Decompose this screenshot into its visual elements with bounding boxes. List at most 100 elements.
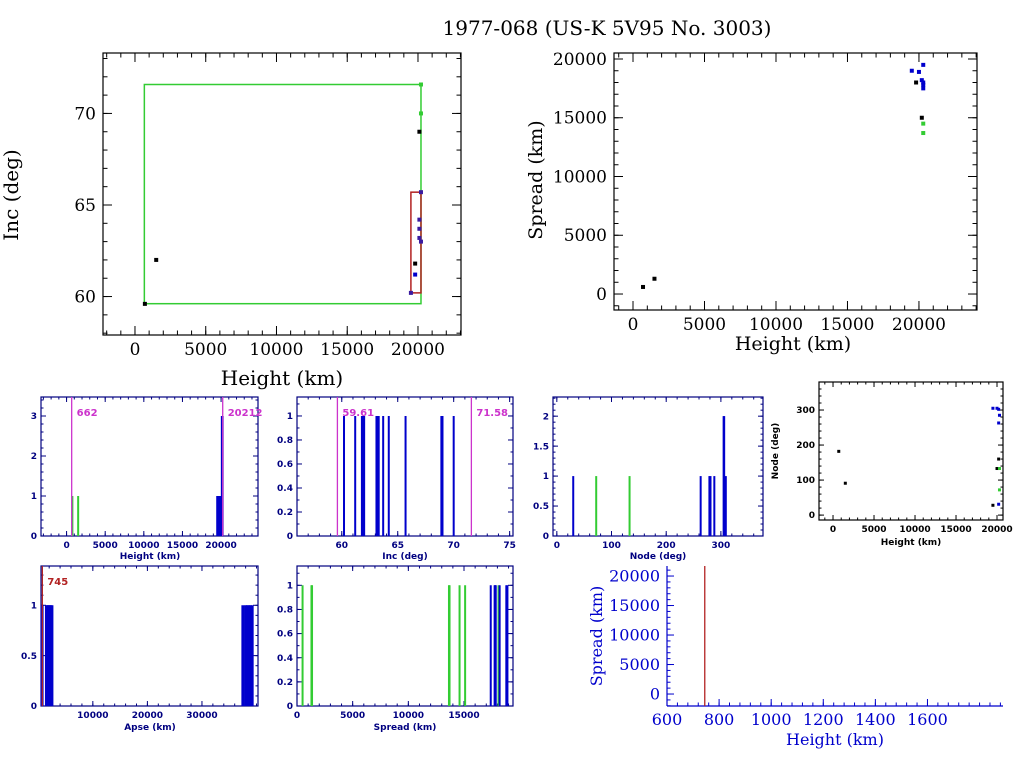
data-point bbox=[997, 407, 1001, 411]
x-tick-label: 600 bbox=[652, 710, 683, 729]
y-tick-label: 5000 bbox=[564, 226, 607, 246]
x-axis-label: Spread (km) bbox=[374, 723, 437, 733]
y-tick-label: 1 bbox=[287, 581, 293, 591]
x-axis-label: Height (km) bbox=[120, 552, 181, 562]
y-tick-label: 1 bbox=[31, 492, 37, 502]
y-tick-label: 3 bbox=[31, 412, 37, 422]
y-tick-label: 60 bbox=[74, 287, 96, 307]
x-tick-label: 10000 bbox=[249, 340, 303, 360]
y-tick-label: 2 bbox=[543, 412, 549, 422]
data-point bbox=[921, 131, 926, 136]
panel-spread-histogram: 0 5000 10000 15000 0 0.2 0.4 0.6 0.8 1 Spread (km) bbox=[277, 565, 514, 733]
x-axis-label: Height (km) bbox=[881, 538, 942, 548]
x-tick-label: 0 bbox=[63, 541, 69, 551]
y-tick-label: 5000 bbox=[619, 655, 660, 674]
x-tick-label: 1600 bbox=[907, 710, 948, 729]
y-tick-label: 1.5 bbox=[533, 442, 549, 452]
x-tick-label: 20000 bbox=[391, 340, 445, 360]
x-tick-label: 0 bbox=[554, 541, 560, 551]
y-tick-label: 20000 bbox=[553, 50, 607, 70]
x-tick-label: 1400 bbox=[855, 710, 896, 729]
x-tick-label: 15000 bbox=[320, 340, 374, 360]
y-tick-label: 15000 bbox=[609, 596, 660, 615]
data-point bbox=[418, 111, 423, 116]
x-tick-label: 300 bbox=[711, 541, 730, 551]
y-tick-label: 0 bbox=[809, 511, 815, 521]
y-tick-label: 0.5 bbox=[533, 502, 549, 512]
y-tick-label: 0 bbox=[31, 532, 37, 542]
y-tick-label: 65 bbox=[74, 196, 96, 216]
marker-label: 20212 bbox=[228, 408, 263, 419]
data-point bbox=[919, 115, 924, 120]
x-axis-label: Inc (deg) bbox=[382, 552, 427, 562]
y-tick-label: 0 bbox=[543, 532, 549, 542]
x-tick-label: 800 bbox=[704, 710, 735, 729]
x-tick-label: 20000 bbox=[981, 525, 1012, 535]
x-tick-label: 15000 bbox=[448, 711, 479, 721]
plot-frame bbox=[102, 52, 462, 336]
x-tick-label: 0 bbox=[294, 711, 300, 721]
data-point bbox=[408, 290, 413, 295]
y-tick-label: 0.5 bbox=[21, 652, 37, 662]
x-tick-label: 60 bbox=[336, 541, 349, 551]
plot-frame bbox=[613, 52, 978, 311]
plot-frame bbox=[296, 565, 514, 707]
plot-frame bbox=[818, 381, 1004, 521]
y-tick-label: 0.2 bbox=[277, 678, 293, 688]
panel-node-histogram: 0 100 200 300 0 0.5 1 1.5 2 Node (deg) bbox=[533, 396, 764, 562]
x-tick-label: 15000 bbox=[940, 525, 971, 535]
y-tick-label: 0.8 bbox=[277, 436, 293, 446]
x-tick-label: 30000 bbox=[186, 711, 217, 721]
marker-label: 745 bbox=[47, 577, 68, 588]
x-tick-label: 65 bbox=[391, 541, 404, 551]
y-tick-label: 1 bbox=[543, 472, 549, 482]
y-tick-label: 0 bbox=[287, 532, 293, 542]
data-point bbox=[417, 217, 422, 222]
data-point bbox=[921, 82, 926, 87]
y-tick-label: 10000 bbox=[609, 626, 660, 645]
x-tick-label: 200 bbox=[657, 541, 676, 551]
x-tick-label: 20000 bbox=[132, 711, 163, 721]
data-point bbox=[997, 502, 1001, 506]
x-tick-label: 20000 bbox=[205, 541, 236, 551]
x-tick-label: 1200 bbox=[803, 710, 844, 729]
x-axis-label: Height (km) bbox=[786, 730, 884, 749]
y-tick-label: 2 bbox=[31, 452, 37, 462]
data-point bbox=[142, 301, 147, 306]
data-point bbox=[995, 406, 999, 410]
x-axis-label: Height (km) bbox=[735, 333, 851, 355]
panel-spread-vs-height: 0 5000 10000 15000 20000 0 5000 10000 15000 20000… bbox=[525, 50, 978, 355]
data-point bbox=[417, 129, 422, 134]
y-tick-label: 10000 bbox=[553, 167, 607, 187]
data-point bbox=[916, 69, 921, 74]
data-point bbox=[991, 503, 995, 507]
x-tick-label: 5000 bbox=[683, 315, 726, 335]
data-point bbox=[997, 413, 1001, 417]
data-point bbox=[418, 190, 423, 195]
x-tick-label: 5000 bbox=[861, 525, 886, 535]
data-point bbox=[413, 272, 418, 277]
data-point bbox=[921, 121, 926, 126]
figure-title: 1977-068 (US-K 5V95 No. 3003) bbox=[442, 16, 772, 40]
x-axis-label: Node (deg) bbox=[630, 552, 687, 562]
x-tick-label: 10000 bbox=[899, 525, 930, 535]
y-tick-label: 0.4 bbox=[277, 484, 293, 494]
x-tick-label: 1000 bbox=[751, 710, 792, 729]
y-tick-label: 0.2 bbox=[277, 508, 293, 518]
x-tick-label: 5000 bbox=[93, 541, 118, 551]
y-axis-label: Node (deg) bbox=[771, 423, 781, 480]
data-point bbox=[921, 62, 926, 67]
data-point bbox=[652, 276, 657, 281]
x-tick-label: 15000 bbox=[820, 315, 874, 335]
panel-apse-histogram: 10000 20000 30000 0 0.5 1 Apse (km) 745 bbox=[21, 565, 259, 733]
data-point bbox=[997, 457, 1001, 461]
y-tick-label: 15000 bbox=[553, 109, 607, 129]
data-point bbox=[921, 86, 926, 91]
y-tick-label: 0 bbox=[287, 702, 293, 712]
y-tick-label: 0.8 bbox=[277, 606, 293, 616]
x-tick-label: 0 bbox=[130, 340, 141, 360]
data-point bbox=[417, 226, 422, 231]
y-tick-label: 0.6 bbox=[277, 460, 293, 470]
